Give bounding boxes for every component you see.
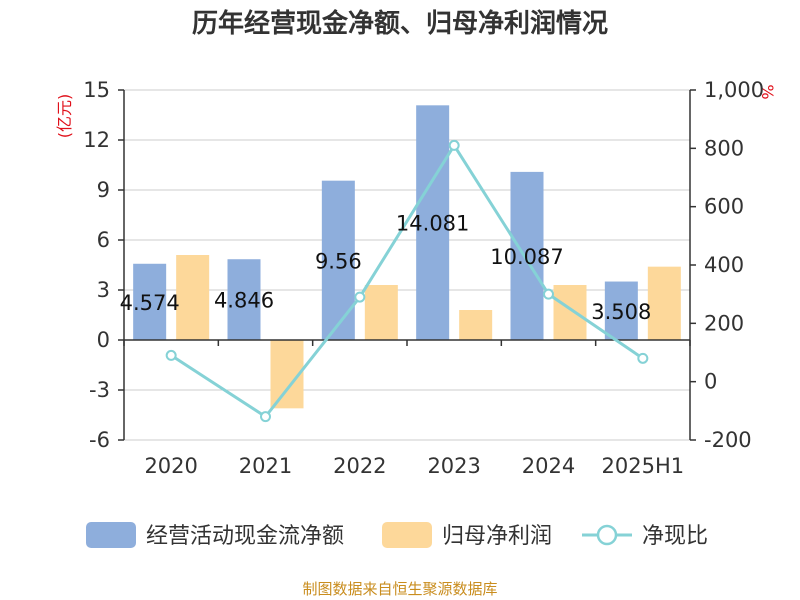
axes: 15 12 9 6 3 0 -3 -6 1,000 800 600 400 200 0 -200 2020 20… [83,78,764,478]
right-tick-label: 200 [704,311,744,335]
ratio-point [260,411,271,423]
x-tick-label: 2024 [522,454,575,478]
data-label: 3.508 [591,300,651,324]
ratio-line-path [170,142,644,419]
right-tick-label: -200 [704,428,752,452]
x-tick-label: 2022 [333,454,386,478]
right-tick-label: 1,000 [704,78,764,102]
cashflow-bar [604,281,638,340]
gridlines [124,89,690,441]
data-label: 4.846 [214,289,274,313]
left-tick-label: 3 [97,278,110,302]
x-tick-label: 2021 [239,454,292,478]
legend: 经营活动现金流净额 归母净利润 净现比 [86,522,708,549]
left-axis-unit: (亿元) [55,94,74,139]
left-tick-label: -6 [89,428,110,452]
legend-label-ratio: 净现比 [642,524,708,549]
net-profit-bar [459,310,493,340]
right-tick-label: 0 [704,370,717,394]
right-tick-label: 600 [704,195,744,219]
x-tick-label: 2020 [144,454,197,478]
left-tick-label: 9 [97,178,110,202]
data-labels: 4.574 4.846 9.56 14.081 10.087 3.508 [120,212,652,324]
chart-title: 历年经营现金净额、归母净利润情况 [192,8,608,39]
net-profit-bar [553,285,587,340]
net-profit-bar [176,255,210,340]
right-tick-label: 400 [704,253,744,277]
ratio-point [165,349,177,361]
net-profit-bar [647,266,681,340]
bars [133,105,681,409]
cashflow-bar [321,180,355,340]
net-profit-bar [364,285,398,340]
ratio-point [354,291,366,303]
data-label: 4.574 [120,291,180,315]
right-axis-unit: % [758,84,777,99]
legend-label-net-profit: 归母净利润 [442,524,552,549]
ratio-line [165,139,649,423]
data-label: 10.087 [490,245,563,269]
right-tick-label: 800 [704,136,744,160]
cashflow-bar [416,105,450,340]
ratio-point [448,139,460,151]
ratio-point [543,288,554,300]
cashflow-bar [227,259,261,340]
source-note: 制图数据来自恒生聚源数据库 [302,580,497,598]
legend-swatch-cashflow [86,522,136,548]
left-tick-label: 6 [97,228,110,252]
cashflow-bar [510,171,544,340]
legend-swatch-ratio-point [596,524,618,546]
left-tick-label: 15 [83,78,110,102]
data-label: 14.081 [396,212,469,236]
data-label: 9.56 [315,249,362,273]
cashflow-bar [133,263,167,340]
ratio-point [637,352,649,364]
left-tick-label: -3 [89,378,110,402]
left-tick-label: 12 [83,128,110,152]
left-tick-label: 0 [97,328,110,352]
x-tick-label: 2023 [427,454,480,478]
legend-label-cashflow: 经营活动现金流净额 [146,524,344,549]
legend-swatch-net-profit [382,522,432,548]
x-tick-label: 2025H1 [602,454,685,478]
